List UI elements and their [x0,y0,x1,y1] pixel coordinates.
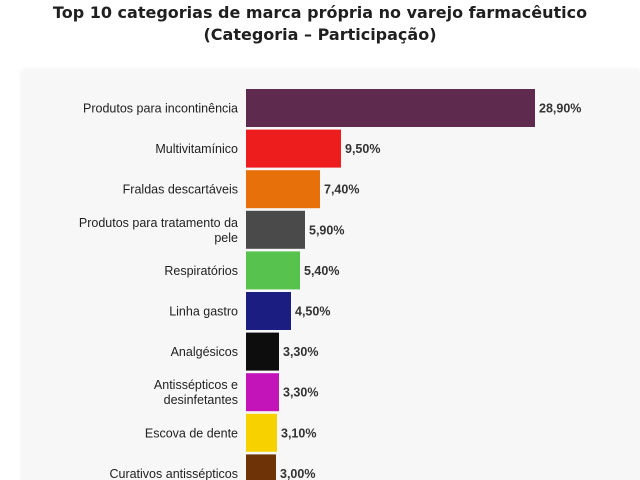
category-label-line: pele [214,231,238,245]
value-label: 3,30% [283,345,318,359]
category-label: Linha gastro [169,305,238,319]
bar [246,129,341,168]
bar [246,373,279,412]
value-label: 3,30% [283,386,318,400]
category-label-line: Linha gastro [169,305,238,319]
value-label: 5,90% [309,223,344,237]
category-label: Multivitamínico [155,142,238,156]
value-label: 4,50% [295,305,330,319]
category-label-line: Produtos para incontinência [83,102,238,116]
chart-title: Top 10 categorias de marca própria no va… [0,2,640,46]
chart-title-line2: (Categoria – Participação) [203,25,437,44]
bar [246,292,291,330]
category-label-line: Multivitamínico [155,142,238,156]
bar [246,170,320,209]
category-label: Fraldas descartáveis [123,183,238,197]
bar [246,89,535,127]
value-label: 7,40% [324,183,359,197]
value-label: 3,10% [281,426,316,440]
category-label-line: Antissépticos e [154,378,238,392]
value-label: 5,40% [304,264,339,278]
category-label-line: desinfetantes [164,393,238,407]
value-label: 3,00% [280,467,315,480]
category-label: Respiratórios [164,264,238,278]
bar [246,454,276,480]
bar [246,251,300,290]
value-label: 28,90% [539,102,581,116]
category-label-line: Analgésicos [171,345,238,359]
category-label-line: Fraldas descartáveis [123,183,238,197]
bar [246,332,279,371]
value-label: 9,50% [345,142,380,156]
bar [246,413,277,452]
category-label: Curativos antissépticos [109,467,238,480]
bar [246,210,305,249]
category-label-line: Curativos antissépticos [109,467,238,480]
category-label: Antissépticos e desinfetantes [154,378,238,407]
category-label: Escova de dente [145,426,238,440]
category-label: Analgésicos [171,345,238,359]
category-label: Produtos para tratamento da pele [79,216,238,245]
chart-title-line1: Top 10 categorias de marca própria no va… [52,3,588,22]
category-label-line: Produtos para tratamento da [79,216,238,230]
category-label-line: Escova de dente [145,426,238,440]
category-label-line: Respiratórios [164,264,238,278]
category-label: Produtos para incontinência [83,102,238,116]
